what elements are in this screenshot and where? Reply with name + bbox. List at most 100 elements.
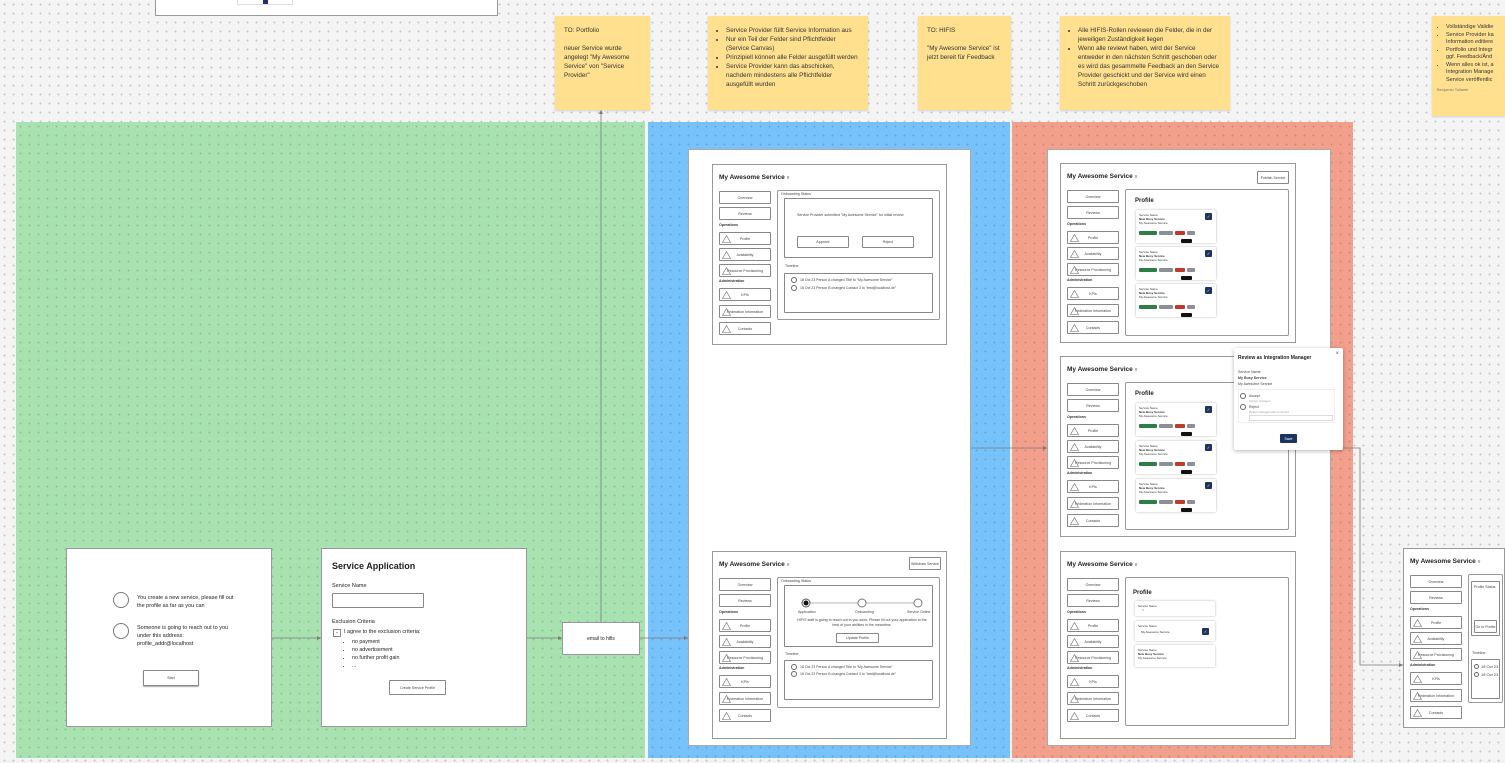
- nav-federation[interactable]: Federation Information: [719, 692, 771, 705]
- field-edit-icon[interactable]: … ✎: [1138, 608, 1145, 612]
- create-service-profile-button[interactable]: Create Service Profile: [389, 680, 446, 695]
- timeline-box: 18 Oct 23 Person A changed Title to "My …: [784, 660, 933, 700]
- field-value: My Awesome Service: [1139, 221, 1168, 225]
- approve-button[interactable]: Approve: [797, 236, 849, 248]
- nav-resource[interactable]: Resource Provisioning: [719, 651, 771, 664]
- nav-resource[interactable]: Resource Provisioning: [1067, 456, 1119, 469]
- nav-contacts[interactable]: Contacts: [1410, 706, 1462, 719]
- service-title[interactable]: My Awesome Service v: [719, 561, 790, 568]
- save-button[interactable]: Save: [1280, 434, 1297, 443]
- chevron-down-icon[interactable]: v: [1134, 174, 1138, 180]
- sticky-note-review[interactable]: Alle HIFIS-Rollen reviewen die Felder, d…: [1060, 16, 1230, 110]
- review-icon[interactable]: ✓: [1205, 213, 1212, 220]
- start-button[interactable]: Start: [143, 670, 199, 686]
- comment-input[interactable]: [1249, 415, 1333, 421]
- nav-profile[interactable]: Profile: [1067, 619, 1119, 632]
- nav-availability[interactable]: Availability: [1067, 440, 1119, 453]
- update-profile-button[interactable]: Update Profile: [836, 633, 879, 643]
- nav-federation[interactable]: Federation Information: [1067, 497, 1119, 510]
- chevron-down-icon[interactable]: v: [1134, 562, 1138, 568]
- nav-overview[interactable]: Overview: [1410, 575, 1462, 588]
- nav-contacts[interactable]: Contacts: [719, 322, 771, 335]
- warning-triangle-icon: [1070, 654, 1079, 662]
- nav-kpis[interactable]: KPIs: [1067, 675, 1119, 688]
- nav-contacts[interactable]: Contacts: [1067, 709, 1119, 722]
- nav-federation[interactable]: Federation Information: [719, 305, 771, 318]
- nav-contacts[interactable]: Contacts: [1067, 514, 1119, 527]
- reject-button[interactable]: Reject: [862, 236, 914, 248]
- tooltip: [1181, 313, 1192, 317]
- agree-checkbox[interactable]: +: [333, 629, 341, 637]
- chevron-down-icon[interactable]: v: [786, 562, 790, 568]
- nav-availability[interactable]: Availability: [1067, 635, 1119, 648]
- service-title[interactable]: My Awesome Service v: [1067, 561, 1138, 568]
- nav-availability[interactable]: Availability: [719, 635, 771, 648]
- nav-availability[interactable]: Availability: [1410, 632, 1462, 645]
- nav-profile[interactable]: Profile: [719, 232, 771, 245]
- service-title[interactable]: My Awesome Service v: [1410, 558, 1481, 565]
- go-to-profile-button[interactable]: Go to Profile: [1474, 620, 1497, 633]
- nav-reviews[interactable]: Reviews: [719, 207, 771, 220]
- review-icon[interactable]: ✓: [1205, 444, 1212, 451]
- nav-resource[interactable]: Resource Provisioning: [719, 264, 771, 277]
- reject-radio[interactable]: Reject: [1240, 404, 1259, 410]
- nav-reviews[interactable]: Reviews: [1410, 591, 1462, 604]
- confirm-icon[interactable]: ✓: [1202, 628, 1209, 635]
- nav-kpis[interactable]: KPIs: [719, 675, 771, 688]
- nav-contacts[interactable]: Contacts: [719, 709, 771, 722]
- chevron-down-icon[interactable]: v: [1134, 367, 1138, 373]
- publish-service-button[interactable]: Publish Service: [1257, 171, 1289, 184]
- field-label: Service Name: [1238, 370, 1261, 374]
- sticky-bullet: Wenn alle reviewt haben, wird der Servic…: [1078, 44, 1221, 89]
- sticky-note-hifis[interactable]: TO: HIFIS "My Awesome Service" ist jetzt…: [918, 16, 1011, 110]
- nav-resource[interactable]: Resource Provisioning: [1067, 263, 1119, 276]
- sticky-bullet: Nur ein Teil der Felder sind Pflichtfeld…: [726, 35, 859, 53]
- nav-profile[interactable]: Profile: [1410, 616, 1462, 629]
- step-label: Onboarding: [855, 610, 874, 614]
- sticky-note-provider-fills[interactable]: Service Provider füllt Service Informati…: [708, 16, 868, 110]
- sticky-note-validation[interactable]: Vollständige ValidieService Provider ka …: [1432, 16, 1505, 116]
- service-name-input[interactable]: [332, 593, 424, 608]
- nav-profile[interactable]: Profile: [1067, 424, 1119, 437]
- nav-kpis[interactable]: KPIs: [719, 288, 771, 301]
- nav-availability[interactable]: Availability: [719, 248, 771, 261]
- nav-kpis[interactable]: KPIs: [1410, 672, 1462, 685]
- review-icon[interactable]: ✓: [1205, 250, 1212, 257]
- nav-overview[interactable]: Overview: [719, 578, 771, 591]
- nav-federation[interactable]: Federation Information: [1410, 689, 1462, 702]
- nav-reviews[interactable]: Reviews: [1067, 594, 1119, 607]
- nav-kpis[interactable]: KPIs: [1067, 287, 1119, 300]
- chevron-down-icon[interactable]: v: [1477, 559, 1481, 565]
- nav-overview[interactable]: Overview: [1067, 190, 1119, 203]
- review-icon[interactable]: ✓: [1205, 406, 1212, 413]
- modal-title: Review as Integration Manager: [1238, 355, 1312, 361]
- old-value: My Busy Service: [1238, 376, 1267, 380]
- close-icon[interactable]: ×: [1335, 351, 1339, 357]
- withdraw-service-button[interactable]: Withdraw Service: [909, 557, 941, 570]
- field-input[interactable]: My Awesome Service: [1141, 630, 1170, 634]
- nav-resource[interactable]: Resource Provisioning: [1410, 648, 1462, 661]
- nav-reviews[interactable]: Reviews: [1067, 206, 1119, 219]
- nav-availability[interactable]: Availability: [1067, 247, 1119, 260]
- chevron-down-icon[interactable]: v: [786, 175, 790, 181]
- accept-radio[interactable]: Accept: [1240, 393, 1260, 399]
- nav-overview[interactable]: Overview: [1067, 578, 1119, 591]
- warning-triangle-icon: [1070, 712, 1079, 720]
- review-icon[interactable]: ✓: [1205, 482, 1212, 489]
- nav-profile[interactable]: Profile: [1067, 231, 1119, 244]
- nav-reviews[interactable]: Reviews: [1067, 399, 1119, 412]
- nav-overview[interactable]: Overview: [1067, 383, 1119, 396]
- nav-contacts[interactable]: Contacts: [1067, 321, 1119, 334]
- review-icon[interactable]: ✓: [1205, 287, 1212, 294]
- nav-profile[interactable]: Profile: [719, 619, 771, 632]
- service-title[interactable]: My Awesome Service v: [1067, 366, 1138, 373]
- sticky-note-portfolio[interactable]: TO: Portfolio neuer Service wurde angele…: [555, 16, 650, 110]
- nav-federation[interactable]: Federation Information: [1067, 692, 1119, 705]
- nav-overview[interactable]: Overview: [719, 191, 771, 204]
- nav-kpis[interactable]: KPIs: [1067, 480, 1119, 493]
- service-title[interactable]: My Awesome Service v: [1067, 173, 1138, 180]
- service-title[interactable]: My Awesome Service v: [719, 174, 790, 181]
- nav-resource[interactable]: Resource Provisioning: [1067, 651, 1119, 664]
- nav-federation[interactable]: Federation Information: [1067, 304, 1119, 317]
- nav-reviews[interactable]: Reviews: [719, 594, 771, 607]
